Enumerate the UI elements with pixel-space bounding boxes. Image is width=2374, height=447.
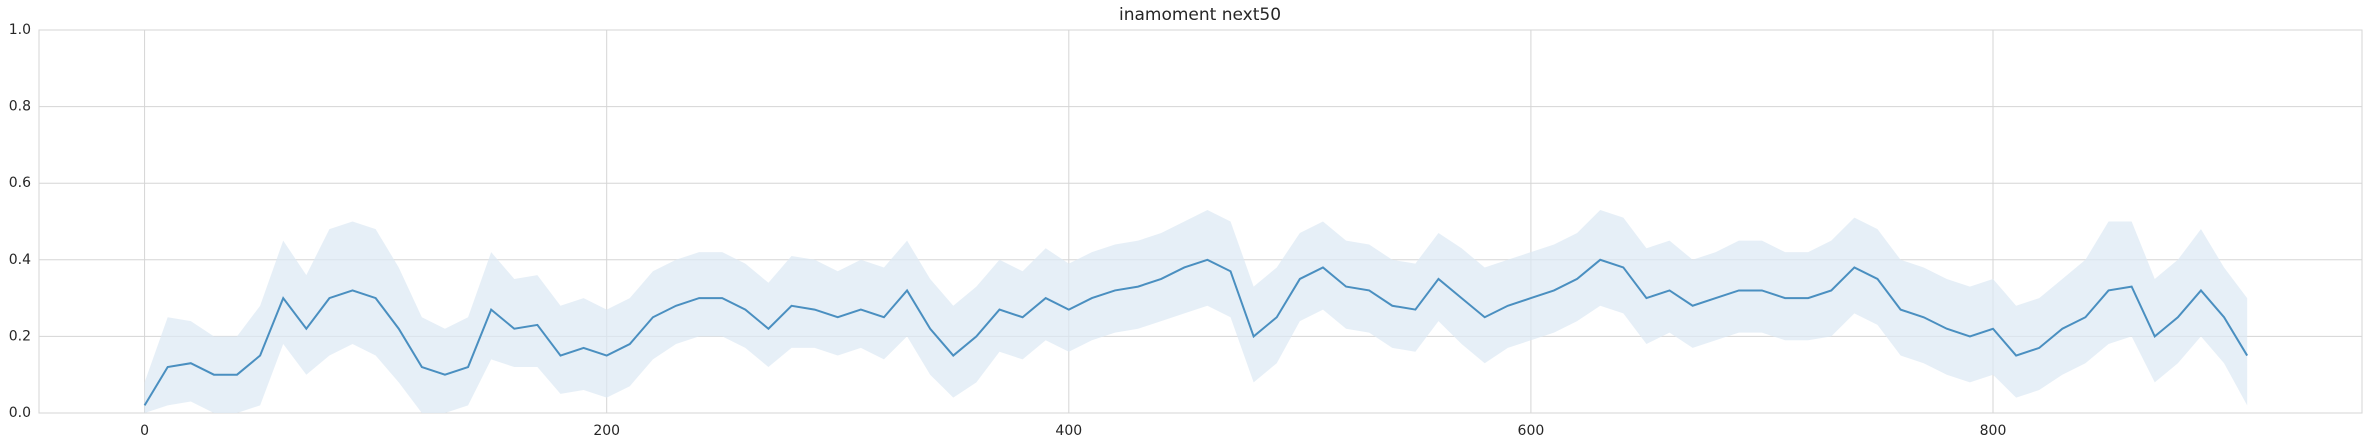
y-tick-label: 0.6 — [9, 175, 31, 191]
y-tick-label: 0.2 — [9, 328, 31, 344]
line — [143, 258, 2249, 406]
y-tick-label: 0.8 — [9, 99, 31, 115]
chart-title: inamoment next50 — [1119, 5, 1281, 25]
confidence-band — [144, 210, 2248, 413]
plot-frame — [38, 29, 2363, 414]
x-tick-label: 200 — [593, 423, 620, 439]
y-tick-label: 0.0 — [9, 405, 31, 421]
x-tick-label: 0 — [140, 423, 149, 439]
y-tick-label: 1.0 — [9, 22, 31, 38]
x-tick-label: 800 — [1980, 423, 2007, 439]
x-tick-label: 400 — [1055, 423, 1082, 439]
x-tick-label: 600 — [1518, 423, 1545, 439]
y-tick-label: 0.4 — [9, 252, 31, 268]
